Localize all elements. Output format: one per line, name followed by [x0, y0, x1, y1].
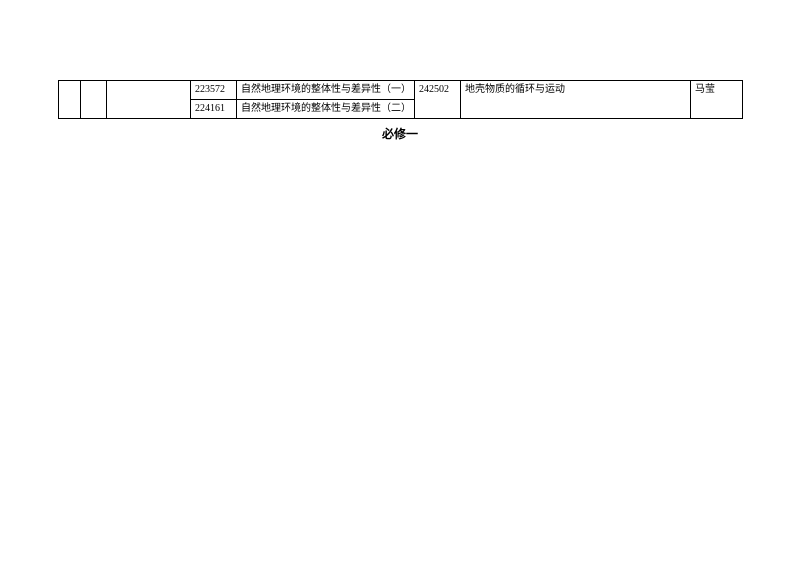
top-cell: 223572	[191, 81, 237, 100]
top-left-blank	[59, 81, 81, 119]
top-cell: 自然地理环境的整体性与差异性（一）	[237, 81, 415, 100]
top-left-blank	[107, 81, 191, 119]
section-title: 必修一	[58, 125, 742, 142]
top-cell: 地壳物质的循环与运动	[461, 81, 691, 119]
top-left-blank	[81, 81, 107, 119]
top-cell: 224161	[191, 100, 237, 119]
top-continuation-table: 223572自然地理环境的整体性与差异性（一）242502地壳物质的循环与运动马…	[58, 80, 743, 119]
top-cell: 242502	[415, 81, 461, 119]
top-cell: 马莹	[691, 81, 743, 119]
top-cell: 自然地理环境的整体性与差异性（二）	[237, 100, 415, 119]
